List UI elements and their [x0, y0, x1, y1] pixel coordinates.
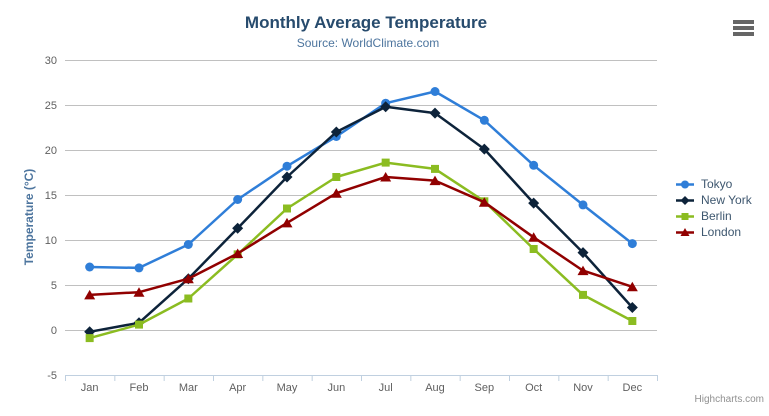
data-point-diamond[interactable]	[429, 107, 441, 119]
series-new-york[interactable]	[84, 101, 638, 338]
y-tick-label: 15	[45, 190, 57, 202]
x-tick-label: Sep	[475, 382, 495, 394]
y-tick-label: 5	[51, 280, 57, 292]
legend-item-berlin[interactable]: Berlin	[676, 208, 752, 224]
y-tick-label: 25	[45, 100, 57, 112]
data-point-square[interactable]	[628, 317, 637, 325]
data-point-diamond[interactable]	[281, 171, 293, 183]
x-tick-label: Mar	[179, 382, 198, 394]
data-point-diamond[interactable]	[380, 101, 392, 113]
data-point-square[interactable]	[283, 204, 291, 213]
data-point-triangle[interactable]	[577, 265, 589, 276]
data-point-triangle[interactable]	[528, 232, 540, 242]
y-tick-label: -5	[47, 370, 57, 382]
legend-label: London	[701, 225, 742, 239]
chart-subtitle: Source: WorldClimate.com	[296, 36, 440, 50]
data-point-square[interactable]	[431, 164, 439, 173]
data-point-circle[interactable]	[183, 240, 193, 249]
data-point-triangle[interactable]	[380, 172, 392, 182]
legend-marker-circle-icon	[676, 180, 694, 188]
data-point-square[interactable]	[579, 290, 587, 299]
x-tick-label: Feb	[130, 382, 149, 394]
data-point-triangle[interactable]	[478, 197, 490, 207]
data-point-circle[interactable]	[85, 262, 95, 272]
x-tick-label: Nov	[573, 382, 593, 394]
series-line-new-york[interactable]	[89, 105, 634, 334]
data-point-diamond[interactable]	[478, 143, 490, 155]
y-tick-label: 10	[45, 235, 57, 247]
data-point-triangle[interactable]	[429, 175, 441, 186]
menu-bar	[733, 20, 754, 24]
series-line-tokyo[interactable]	[89, 90, 634, 270]
data-point-diamond[interactable]	[577, 247, 589, 259]
chart-title: Monthly Average Temperature	[244, 13, 488, 32]
data-point-triangle[interactable]	[281, 217, 293, 228]
y-tick-label: 0	[51, 325, 57, 337]
legend-item-london[interactable]: London	[676, 224, 752, 240]
legend-marker-diamond-icon	[676, 195, 694, 205]
series-london[interactable]	[84, 172, 638, 300]
data-point-square[interactable]	[184, 294, 193, 303]
data-point-square[interactable]	[135, 320, 143, 329]
x-tick-label: Oct	[525, 382, 542, 394]
data-point-square[interactable]	[85, 334, 94, 343]
data-point-circle[interactable]	[529, 160, 539, 170]
data-point-square[interactable]	[529, 245, 538, 253]
y-tick-label: 20	[45, 145, 57, 157]
data-point-triangle[interactable]	[133, 287, 145, 297]
data-point-circle[interactable]	[282, 161, 292, 171]
credits-link[interactable]: Highcharts.com	[694, 394, 764, 405]
data-point-diamond[interactable]	[626, 302, 638, 313]
data-point-triangle[interactable]	[84, 289, 96, 300]
x-tick-label: Aug	[425, 382, 445, 394]
legend-label: Berlin	[701, 209, 732, 223]
data-point-circle[interactable]	[134, 263, 144, 273]
legend-item-tokyo[interactable]: Tokyo	[676, 176, 752, 192]
x-axis	[65, 375, 658, 381]
y-tick-label: 30	[45, 55, 57, 67]
data-point-square[interactable]	[381, 158, 390, 167]
data-point-triangle[interactable]	[232, 248, 244, 259]
legend-marker-triangle-icon	[676, 227, 694, 236]
data-point-circle[interactable]	[430, 87, 440, 96]
series-tokyo[interactable]	[85, 87, 637, 273]
chart-legend: Tokyo New York Berlin London	[676, 176, 752, 240]
x-axis-labels: Jan Feb Mar Apr May Jun Jul Aug Sep Oct Nov Dec	[81, 382, 643, 394]
data-point-diamond[interactable]	[330, 126, 342, 138]
data-point-triangle[interactable]	[182, 273, 194, 284]
series-line-berlin[interactable]	[89, 161, 633, 340]
y-axis-title: Temperature (°C)	[22, 168, 36, 266]
data-point-diamond[interactable]	[232, 222, 244, 234]
data-point-circle[interactable]	[627, 239, 637, 249]
x-tick-label: May	[277, 382, 298, 394]
x-tick-label: Dec	[623, 382, 643, 394]
series-line-london[interactable]	[89, 175, 633, 297]
x-tick-label: Jul	[379, 382, 393, 394]
legend-marker-square-icon	[676, 212, 694, 220]
data-point-circle[interactable]	[578, 200, 588, 210]
y-axis-labels: -5 0 5 10 15 20 25 30	[45, 55, 57, 382]
data-point-circle[interactable]	[479, 115, 489, 125]
data-point-square[interactable]	[332, 173, 341, 181]
data-point-circle[interactable]	[233, 195, 243, 204]
menu-bar	[733, 26, 754, 30]
data-point-triangle[interactable]	[626, 281, 638, 292]
legend-label: New York	[701, 193, 752, 207]
hamburger-export-menu-icon[interactable]	[733, 20, 754, 36]
x-tick-label: Jun	[327, 382, 345, 394]
menu-bar	[733, 32, 754, 36]
gridlines	[65, 60, 657, 376]
legend-item-new-york[interactable]: New York	[676, 192, 752, 208]
x-tick-label: Jan	[81, 382, 99, 394]
x-tick-label: Apr	[229, 382, 246, 394]
legend-label: Tokyo	[701, 177, 733, 191]
data-point-diamond[interactable]	[528, 197, 540, 209]
data-point-triangle[interactable]	[330, 188, 342, 198]
